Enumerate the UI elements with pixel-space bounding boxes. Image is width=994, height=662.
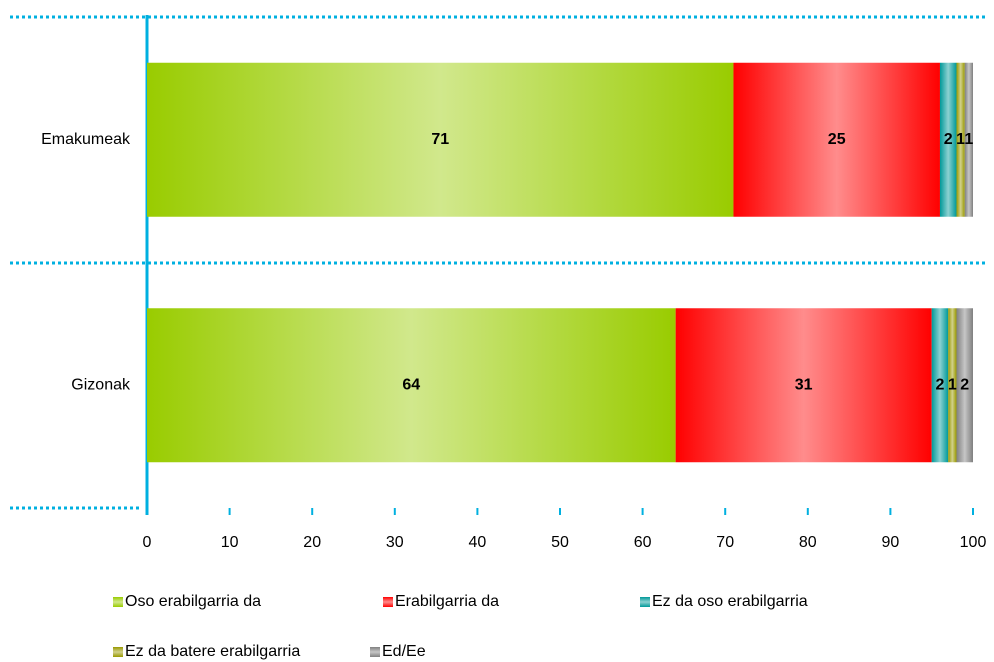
x-tick-label: 70	[716, 534, 734, 551]
legend-swatch	[370, 647, 380, 657]
legend-label: Erabilgarria da	[395, 593, 499, 610]
y-tick-label: Gizonak	[71, 376, 131, 393]
data-label: 2	[960, 376, 969, 393]
bar-segment	[956, 308, 973, 463]
bar-segment	[931, 308, 949, 463]
data-label: 64	[402, 376, 420, 393]
data-label: 1	[956, 131, 965, 148]
bar-segment	[675, 308, 932, 463]
data-label: 31	[795, 376, 813, 393]
x-tick-label: 80	[799, 534, 817, 551]
x-tick-label: 10	[221, 534, 239, 551]
legend-swatch	[113, 597, 123, 607]
x-tick-label: 50	[551, 534, 569, 551]
legend-swatch	[383, 597, 393, 607]
data-label: 2	[936, 376, 945, 393]
y-tick-label: Emakumeak	[41, 131, 131, 148]
data-label: 2	[944, 131, 953, 148]
x-tick-label: 20	[303, 534, 321, 551]
bar-segment	[733, 62, 940, 217]
data-label: 25	[828, 131, 846, 148]
bar-segment	[147, 62, 734, 217]
bar-segment	[956, 62, 965, 217]
data-label: 1	[948, 376, 957, 393]
legend-label: Ez da oso erabilgarria	[652, 593, 808, 610]
data-label: 71	[431, 131, 449, 148]
bar-segment	[939, 62, 957, 217]
separators	[10, 15, 985, 510]
legend-swatch	[113, 647, 123, 657]
legend-label: Ed/Ee	[382, 643, 426, 660]
bar-segment	[147, 308, 676, 463]
x-tick-label: 0	[143, 534, 152, 551]
bar-segment	[948, 308, 957, 463]
x-tick-label: 90	[882, 534, 900, 551]
x-tick-label: 40	[469, 534, 487, 551]
x-tick-label: 30	[386, 534, 404, 551]
bar-segment	[964, 62, 973, 217]
x-tick-label: 100	[960, 534, 987, 551]
legend-label: Oso erabilgarria da	[125, 593, 261, 610]
data-label: 1	[964, 131, 973, 148]
x-tick-label: 60	[634, 534, 652, 551]
legend-label: Ez da batere erabilgarria	[125, 643, 300, 660]
legend-swatch	[640, 597, 650, 607]
